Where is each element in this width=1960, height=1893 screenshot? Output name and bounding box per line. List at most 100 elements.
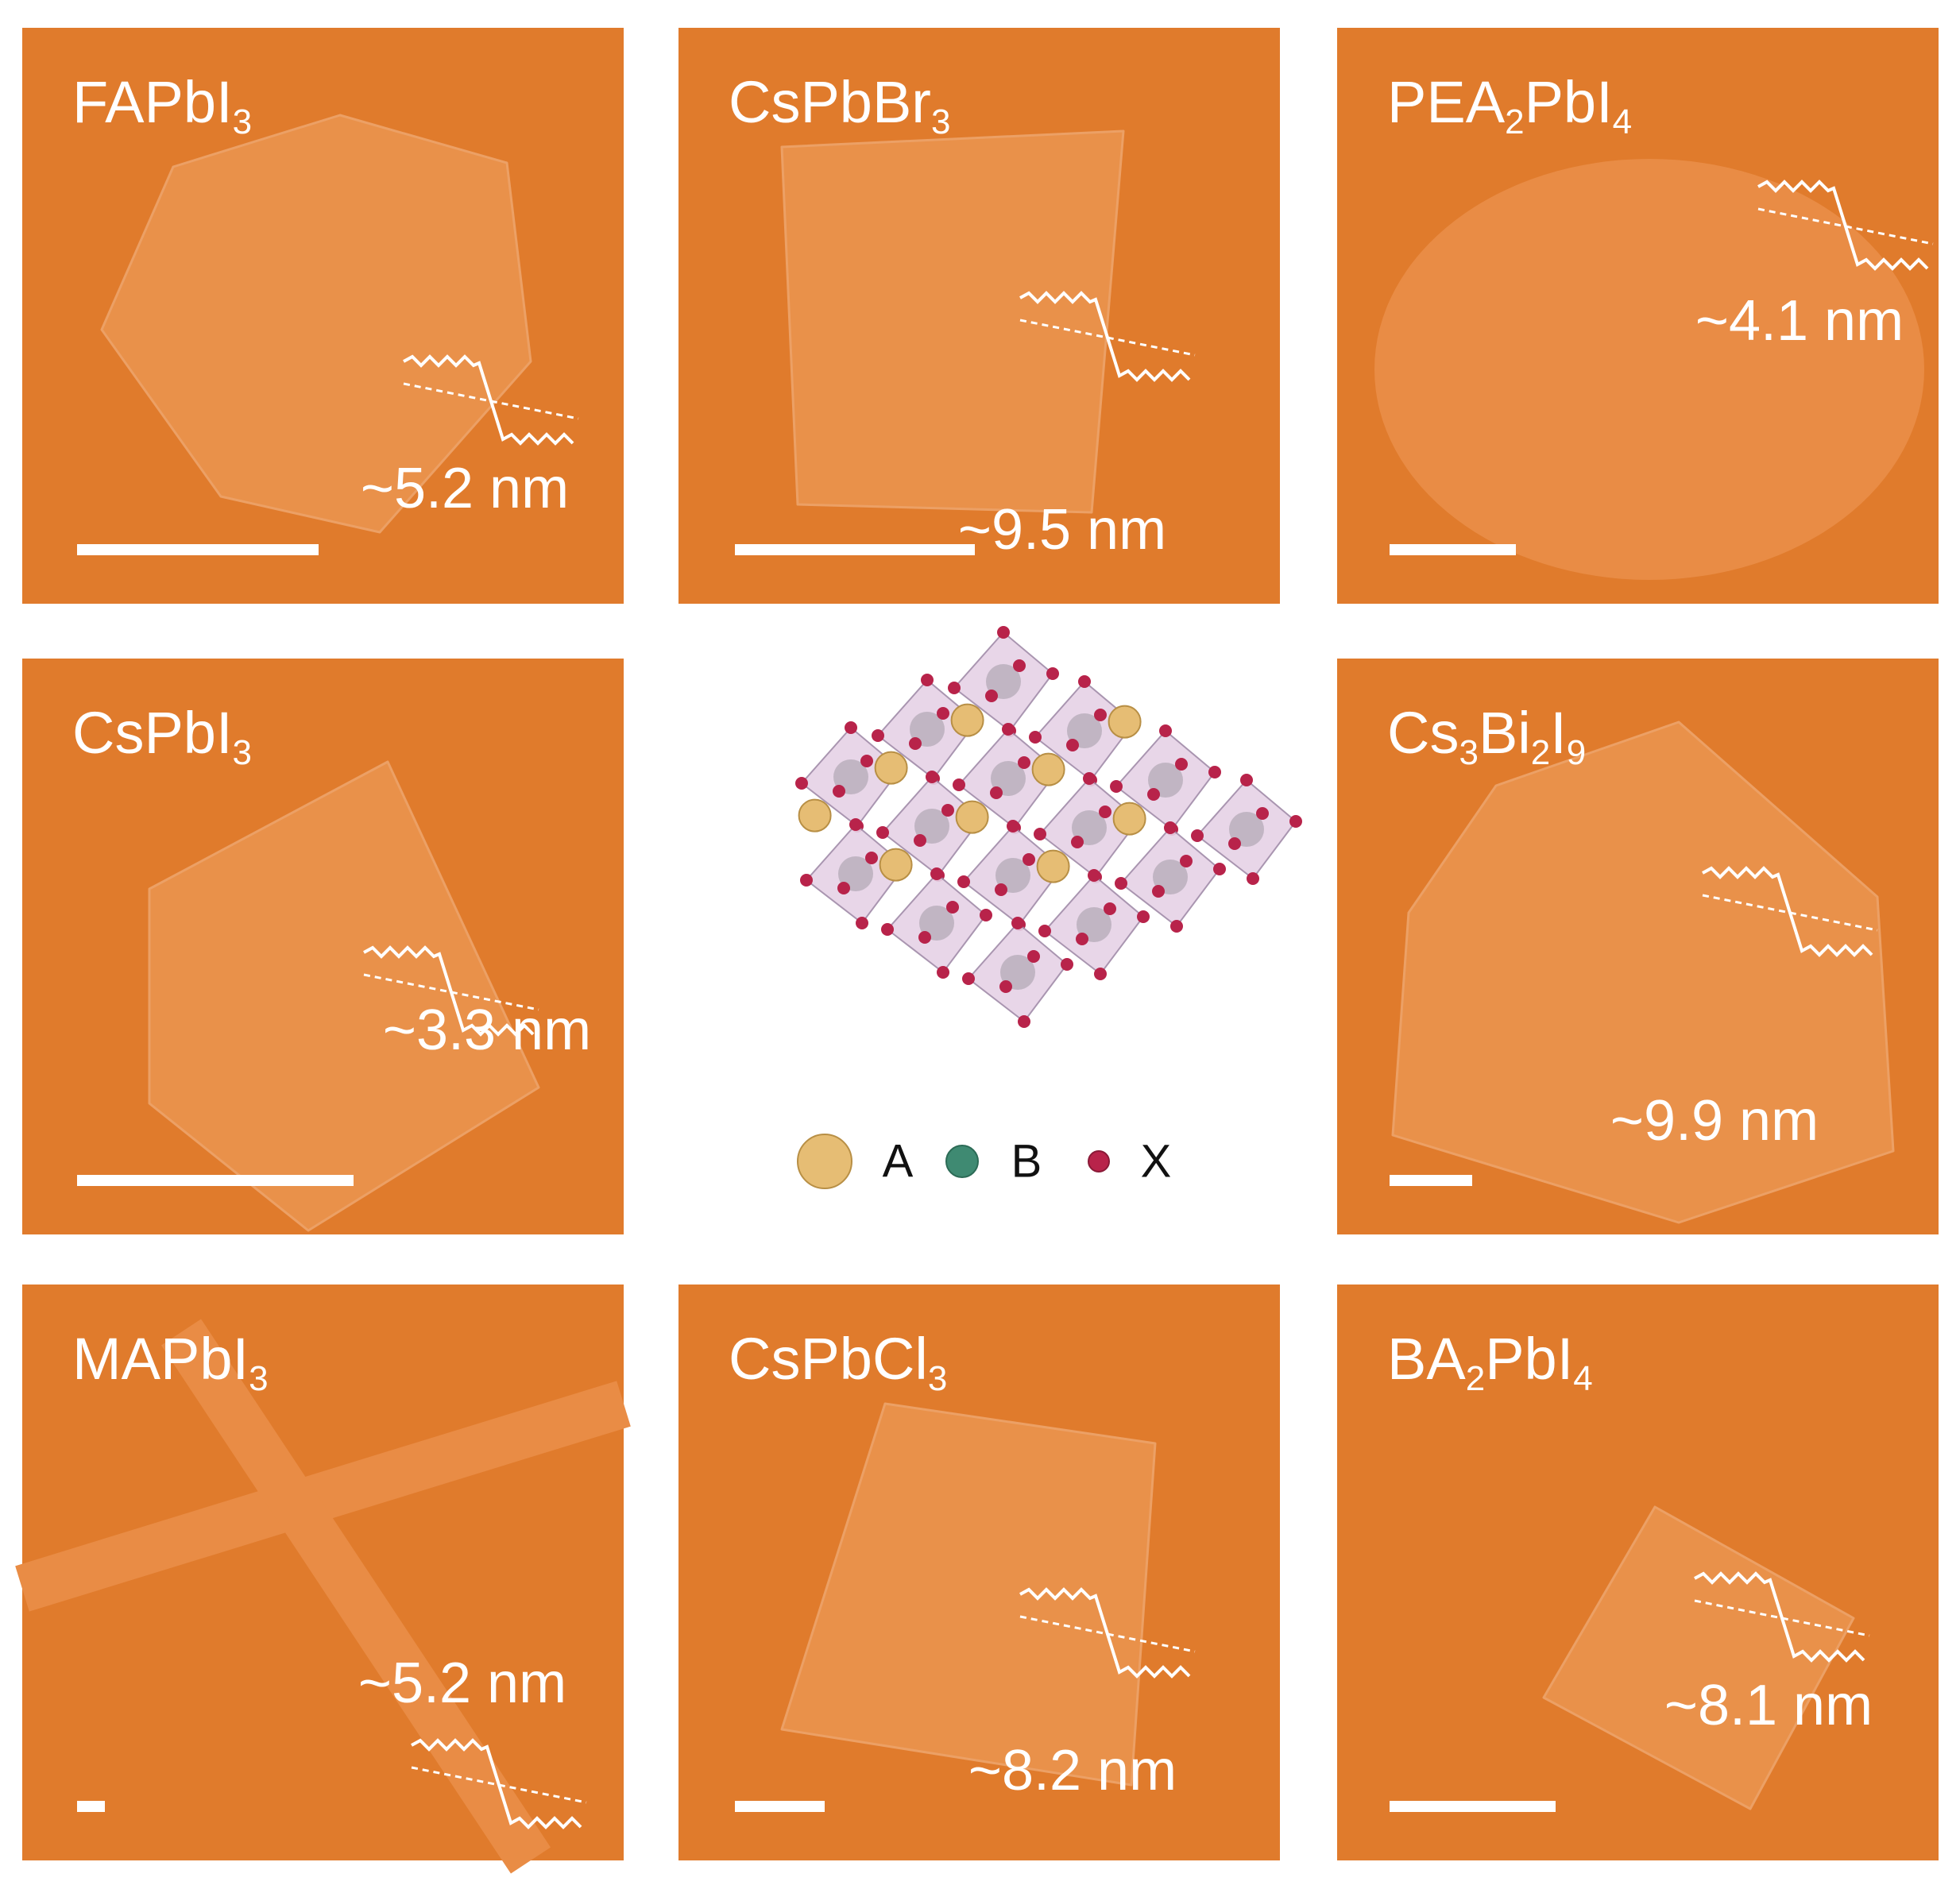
x-site xyxy=(909,737,922,750)
x-site xyxy=(999,980,1012,993)
formula-text: CsPbBr xyxy=(729,69,931,135)
x-site xyxy=(990,786,1003,799)
b-site xyxy=(995,858,1030,893)
a-site xyxy=(874,751,908,785)
crystal-flake xyxy=(15,1381,631,1612)
x-site xyxy=(1061,958,1073,971)
b-site xyxy=(910,712,945,747)
afm-panel: MAPbI3 ~5.2 nm xyxy=(15,1285,631,1874)
x-site xyxy=(930,867,943,880)
b-site xyxy=(1072,810,1107,845)
a-site xyxy=(879,848,913,882)
x-site xyxy=(1076,933,1088,945)
height-profile xyxy=(1019,291,1191,382)
x-site xyxy=(1228,837,1241,850)
formula-text: CsPbI xyxy=(72,700,233,766)
formula-text: Bi xyxy=(1479,700,1531,766)
height-profile xyxy=(403,354,574,446)
b-site xyxy=(1148,763,1183,798)
x-site xyxy=(941,804,954,817)
x-site xyxy=(881,923,894,936)
material-label: Cs3Bi2I9 xyxy=(1387,700,1586,772)
x-site xyxy=(1110,780,1123,793)
x-site xyxy=(1011,917,1024,929)
subscript: 4 xyxy=(1573,1359,1592,1398)
x-site xyxy=(918,931,931,944)
crystal-flake xyxy=(148,760,540,1232)
b-site xyxy=(914,809,949,844)
x-site xyxy=(1256,807,1269,820)
x-site xyxy=(1289,815,1302,828)
x-site xyxy=(1013,659,1026,672)
x-site xyxy=(1159,724,1172,737)
crystal-flake xyxy=(780,1402,1157,1787)
height-profile xyxy=(1757,180,1929,271)
x-site xyxy=(1147,788,1160,801)
legend-label: X xyxy=(1141,1135,1172,1187)
x-site xyxy=(1208,766,1221,778)
x-site xyxy=(1038,925,1051,937)
formula-text: I xyxy=(1550,700,1567,766)
formula-text: BA xyxy=(1387,1326,1466,1392)
b-site xyxy=(838,856,873,891)
subscript: 3 xyxy=(1459,733,1478,772)
x-site xyxy=(937,966,949,979)
thickness-label: ~8.2 nm xyxy=(968,1739,1177,1802)
afm-panel: CsPbCl3 ~8.2 nm xyxy=(678,1285,1280,1860)
formula-text: PEA xyxy=(1387,69,1506,135)
crystal-structure xyxy=(795,626,1302,1028)
x-site xyxy=(1066,739,1079,751)
scale-bar xyxy=(77,544,319,555)
x-site xyxy=(1029,731,1042,744)
scale-bar xyxy=(735,544,975,555)
material-label: CsPbBr3 xyxy=(729,69,950,141)
crystal-flake xyxy=(160,1319,551,1874)
subscript: 2 xyxy=(1531,733,1550,772)
x-site xyxy=(833,785,845,798)
legend-marker xyxy=(797,1134,852,1189)
x-site xyxy=(1247,872,1259,885)
x-site xyxy=(980,909,992,921)
afm-panel: FAPbI3 ~5.2 nm xyxy=(22,28,624,604)
x-site xyxy=(1018,756,1030,769)
formula-text: MAPbI xyxy=(72,1326,249,1392)
material-label: MAPbI3 xyxy=(72,1326,269,1398)
afm-panel: CsPbBr3 ~9.5 nm xyxy=(678,28,1280,604)
x-site xyxy=(795,777,808,790)
x-site xyxy=(914,834,926,847)
x-site xyxy=(1071,836,1084,848)
b-site xyxy=(1077,907,1111,942)
x-site xyxy=(1078,675,1091,688)
scale-bar xyxy=(1390,1801,1556,1812)
crystal-flake xyxy=(780,129,1125,514)
x-site xyxy=(1170,920,1183,933)
subscript: 3 xyxy=(931,102,950,141)
x-site xyxy=(985,690,998,702)
x-site xyxy=(1094,709,1107,721)
b-site xyxy=(1153,860,1188,894)
height-profile xyxy=(1694,1571,1865,1663)
scale-bar xyxy=(1390,1175,1472,1186)
afm-panel: CsPbI3 ~3.3 nm xyxy=(22,659,624,1234)
subscript: 3 xyxy=(233,102,252,141)
x-site xyxy=(1099,805,1111,818)
height-profile xyxy=(1702,866,1873,957)
x-site xyxy=(845,721,857,734)
subscript: 3 xyxy=(928,1359,947,1398)
x-site xyxy=(1104,902,1116,915)
afm-panel: Cs3Bi2I9 ~9.9 nm xyxy=(1337,659,1939,1234)
x-site xyxy=(1094,968,1107,980)
x-site xyxy=(957,875,970,888)
scale-bar xyxy=(1390,544,1516,555)
x-site xyxy=(1137,910,1150,923)
formula-text: FAPbI xyxy=(72,69,233,135)
b-site xyxy=(1229,812,1264,847)
subscript: 3 xyxy=(249,1359,268,1398)
x-site xyxy=(856,917,868,929)
scale-bar xyxy=(77,1801,105,1812)
x-site xyxy=(962,972,975,985)
b-site xyxy=(833,759,868,794)
legend-label: B xyxy=(1011,1135,1042,1187)
